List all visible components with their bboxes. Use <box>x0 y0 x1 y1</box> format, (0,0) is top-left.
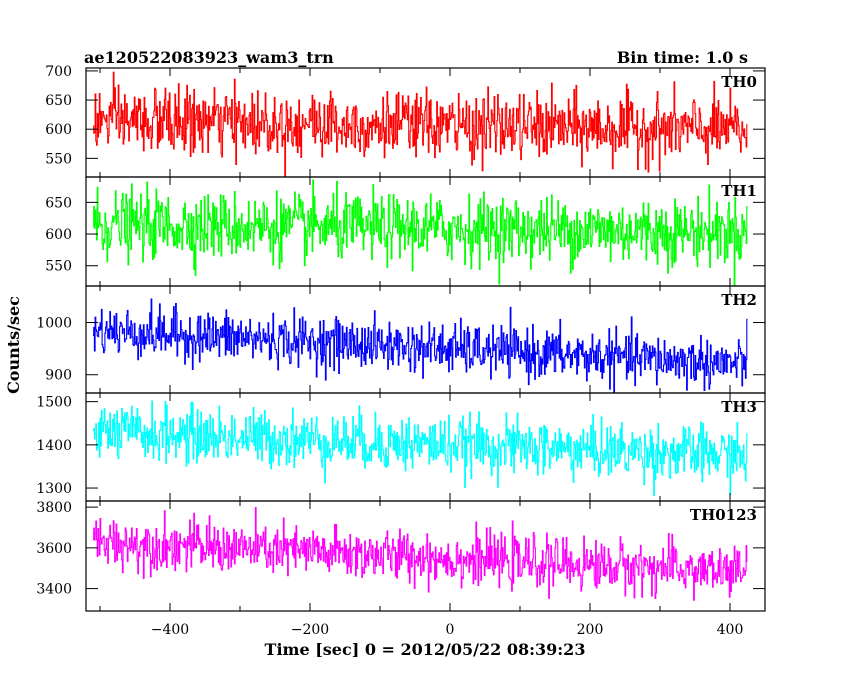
y-tick-label: 1400 <box>36 438 72 454</box>
series-line-th0123 <box>93 507 748 601</box>
bin-time-label: Bin time: 1.0 s <box>617 48 748 67</box>
y-tick-label: 1300 <box>36 481 72 497</box>
x-tick-label: 200 <box>577 622 604 638</box>
y-tick-label: 700 <box>45 64 72 80</box>
panel-th1: 550 600 650 TH1 <box>45 176 766 287</box>
panel-label: TH0 <box>721 73 757 91</box>
panel-th3: 1300 1400 1500 TH3 <box>36 392 766 502</box>
y-tick-label: 650 <box>45 93 72 109</box>
y-tick-label: 600 <box>45 227 72 243</box>
panel-label: TH2 <box>721 291 757 309</box>
panel-th2: 900 1000 TH2 <box>36 285 766 394</box>
y-tick-label: 550 <box>45 259 72 275</box>
y-tick-label: 1000 <box>36 316 72 332</box>
panel-label: TH3 <box>721 398 757 416</box>
y-tick-label: 1500 <box>36 395 72 411</box>
y-tick-label: 3800 <box>36 500 72 516</box>
y-tick-label: 600 <box>45 122 72 138</box>
y-tick-label: 3600 <box>36 541 72 557</box>
y-tick-label: 3400 <box>36 582 72 598</box>
panel-frame <box>85 500 766 612</box>
panel-th0: 550 600 650 700 TH0 <box>45 64 766 178</box>
series-line-th3 <box>93 400 748 496</box>
y-tick-label: 900 <box>45 368 72 384</box>
panel-label: TH1 <box>721 182 757 200</box>
y-tick-label: 650 <box>45 195 72 211</box>
panel-th0123: 3400 3600 3800 TH0123 <box>36 500 766 612</box>
x-tick-label: 400 <box>717 622 744 638</box>
series-line-th1 <box>93 179 748 286</box>
x-tick-label: 0 <box>446 622 455 638</box>
x-axis-label: Time [sec] 0 = 2012/05/22 08:39:23 <box>265 640 586 659</box>
panel-label: TH0123 <box>690 506 757 524</box>
plot-area: 550 600 650 700 TH0 550 600 650 TH1 900 1000 TH2 130… <box>36 64 766 638</box>
y-tick-label: 550 <box>45 151 72 167</box>
chart-title: ae120522083923_wam3_trn <box>84 48 334 67</box>
series-line-th0 <box>93 71 748 177</box>
series-line-th2 <box>93 298 748 393</box>
x-tick-label: −200 <box>291 622 329 638</box>
x-tick-label: −400 <box>151 622 189 638</box>
y-axis-label: Counts/sec <box>4 296 23 394</box>
